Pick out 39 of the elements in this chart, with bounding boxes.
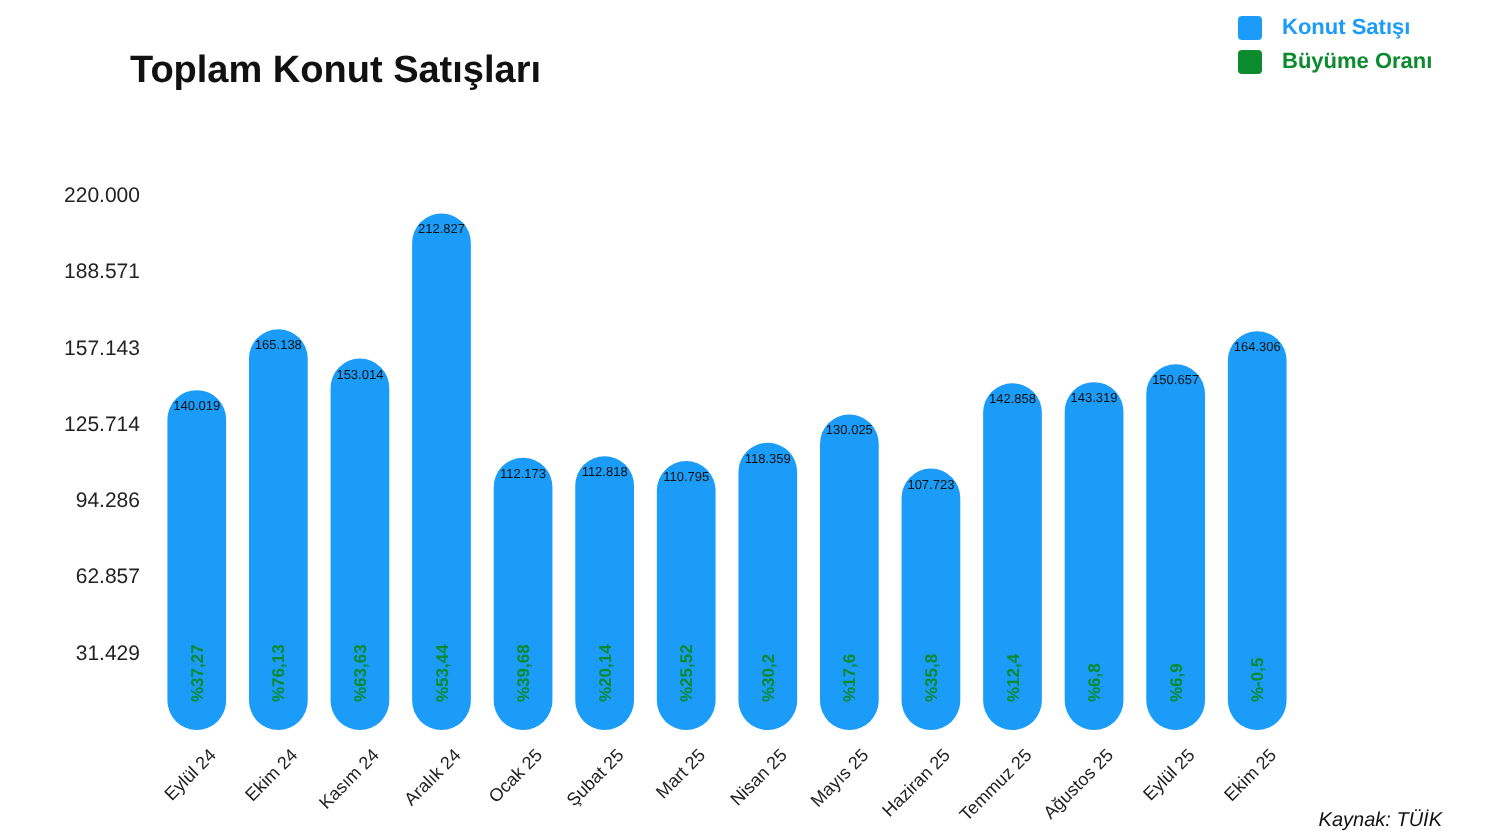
bar (1146, 364, 1206, 730)
annotation: %37,27 (186, 643, 207, 702)
annotation: %6,8 (1084, 662, 1105, 702)
annotation: %6,9 (1165, 662, 1186, 702)
annotation: %35,8 (920, 653, 941, 702)
y-tick-label: 188.571 (64, 260, 141, 285)
bar (575, 456, 635, 730)
annotation: %76,13 (268, 643, 289, 702)
annotation: %30,2 (757, 653, 778, 702)
annotation: %25,52 (676, 643, 697, 702)
y-tick-label: 157.143 (64, 336, 141, 361)
y-tick-label: 31.429 (75, 641, 141, 666)
bar (412, 213, 471, 730)
y-tick-label: 94.286 (75, 489, 141, 514)
bar (493, 457, 553, 730)
annotation: %20,14 (594, 643, 615, 702)
annotation: %53,44 (431, 643, 452, 702)
bar (901, 468, 961, 730)
y-tick-label: 125.714 (64, 412, 141, 437)
bar (248, 329, 308, 730)
bar (656, 461, 716, 730)
bar (330, 358, 390, 730)
annotation: %17,6 (839, 653, 860, 702)
annotation: %63,63 (349, 643, 370, 702)
bar (738, 442, 798, 730)
legend-label: Büyüme Oranı (1282, 50, 1433, 74)
legend-label: Konut Satışı (1282, 16, 1411, 40)
bar (167, 390, 227, 730)
annotation: %12,4 (1002, 653, 1023, 702)
annotation: %-0,5 (1247, 657, 1268, 702)
annotation: %39,68 (513, 643, 534, 702)
chart-title: Toplam Konut Satışları (130, 50, 542, 92)
bar (819, 414, 879, 730)
bar (983, 383, 1042, 730)
y-tick-label: 62.857 (75, 565, 141, 590)
bar (1227, 331, 1287, 730)
bar (1064, 382, 1124, 730)
y-tick-label: 220.000 (64, 184, 141, 208)
text: Kaynak: TÜİK (1318, 808, 1445, 832)
